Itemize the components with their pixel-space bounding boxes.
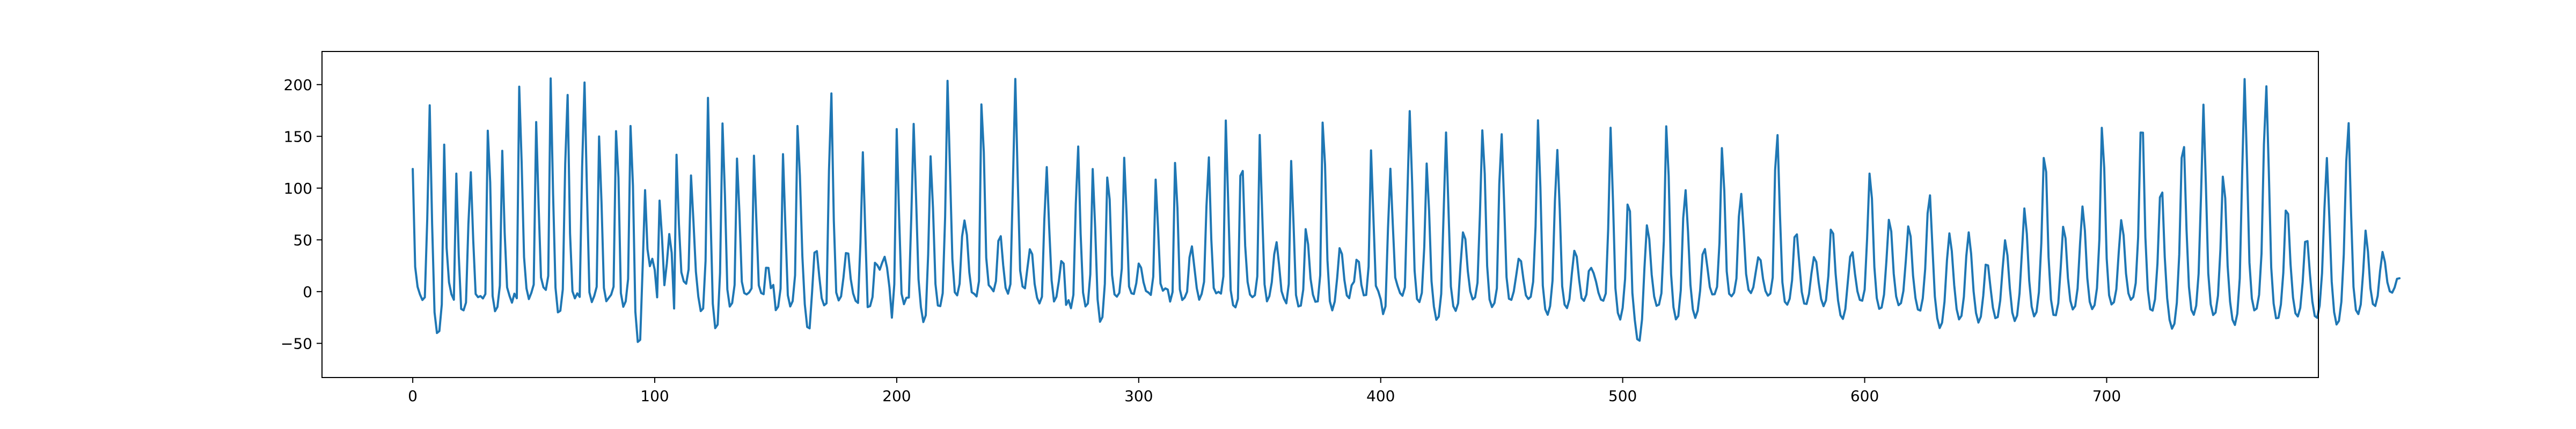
y-tick-label: −50 [281, 335, 312, 352]
x-tick-label: 500 [1608, 387, 1637, 405]
x-tick-label: 100 [640, 387, 669, 405]
y-tick-label: 150 [284, 128, 312, 145]
plot-area [412, 77, 2401, 343]
x-tick-label: 300 [1124, 387, 1153, 405]
x-tick-label: 400 [1366, 387, 1395, 405]
y-axis: −50 0 50 100 150 200 [281, 76, 322, 352]
y-tick-label: 0 [303, 283, 312, 301]
x-tick-label: 600 [1850, 387, 1879, 405]
series-line [412, 77, 2401, 343]
x-axis: 0 100 200 300 400 500 600 700 [408, 378, 2121, 405]
y-tick-label: 100 [284, 180, 312, 197]
x-tick-label: 0 [408, 387, 418, 405]
axes-frame [321, 51, 2319, 378]
y-tick-label: 50 [293, 231, 312, 249]
x-tick-label: 200 [882, 387, 911, 405]
y-tick-label: 200 [284, 76, 312, 94]
x-tick-label: 700 [2092, 387, 2121, 405]
